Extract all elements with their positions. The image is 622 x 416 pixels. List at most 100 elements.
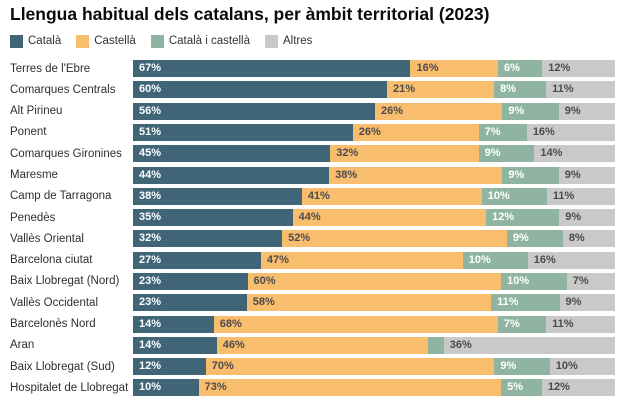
segment-value-label: 10% <box>487 189 510 202</box>
chart-row: Comarques Gironines 45% 32% 9% 14% <box>10 143 615 164</box>
bar-segment-altres: 11% <box>546 315 615 333</box>
legend-label: Català <box>28 35 62 48</box>
legend-item-català-i-castellà: Català i castellà <box>150 35 250 49</box>
segment-value-label: 9% <box>484 147 501 160</box>
bar-segment-castellà: 52% <box>282 230 507 248</box>
bar-segment-altres: 8% <box>562 230 615 248</box>
bar-segment-altres: 12% <box>542 60 615 78</box>
bar: 27% 47% 10% 16% <box>133 251 615 269</box>
segment-value-label: 10% <box>507 274 530 287</box>
chart-row: Baix Llobregat (Sud) 12% 70% 9% 10% <box>10 356 615 377</box>
chart-row: Hospitalet de Llobregat 10% 73% 5% 12% <box>10 377 615 398</box>
legend-swatch-altres <box>265 35 278 49</box>
segment-value-label: 23% <box>139 296 162 309</box>
bar-segment-català-i-castellà: 12% <box>486 209 560 227</box>
bar-segment-castellà: 44% <box>292 209 487 227</box>
legend-swatch-català-i-castellà <box>150 35 164 49</box>
segment-value-label: 12% <box>139 360 162 373</box>
bar-segment-català-i-castellà: 10% <box>501 272 567 290</box>
segment-value-label: 32% <box>139 232 162 245</box>
bar: 14% 68% 7% 11% <box>133 315 615 333</box>
category-label: Terres de l'Ebre <box>10 62 91 75</box>
stacked-bar-chart: Terres de l'Ebre 67% 16% 6% 12% Comarques Cen… <box>10 58 615 399</box>
segment-value-label: 38% <box>139 189 162 202</box>
bar-segment-castellà: 38% <box>329 166 503 184</box>
chart-row: Alt Pirineu 56% 26% 9% 9% <box>10 100 615 121</box>
segment-value-label: 67% <box>139 62 162 75</box>
bar-segment-català: 23% <box>133 272 248 290</box>
segment-value-label: 5% <box>507 381 524 394</box>
segment-value-label: 44% <box>298 211 321 224</box>
bar-segment-català: 10% <box>133 379 199 397</box>
segment-value-label: 46% <box>222 338 245 351</box>
segment-value-label: 6% <box>504 62 520 75</box>
bar-segment-català: 27% <box>133 251 261 269</box>
category-label: Baix Llobregat (Nord) <box>10 275 120 288</box>
bar-segment-altres: 16% <box>526 123 615 141</box>
segment-value-label: 7% <box>484 125 501 138</box>
bar-segment-català: 45% <box>133 145 331 163</box>
bar-segment-català-i-castellà <box>427 336 444 354</box>
bar-segment-català: 12% <box>133 358 206 376</box>
chart-row: Barcelonès Nord 14% 68% 7% 11% <box>10 313 615 334</box>
segment-value-label: 52% <box>288 232 311 245</box>
bar: 32% 52% 9% 8% <box>133 230 615 248</box>
segment-value-label: 41% <box>307 189 330 202</box>
bar-segment-castellà: 60% <box>247 272 502 290</box>
segment-value-label: 12% <box>548 62 571 75</box>
bar-segment-català-i-castellà: 7% <box>478 123 527 141</box>
chart-row: Camp de Tarragona 38% 41% 10% 11% <box>10 186 615 207</box>
legend-item-altres: Altres <box>265 35 312 49</box>
bar-segment-castellà: 26% <box>375 102 503 120</box>
category-label: Aran <box>10 339 35 352</box>
category-label: Alt Pirineu <box>10 105 63 118</box>
chart-row: Penedès 35% 44% 12% 9% <box>10 207 615 228</box>
segment-value-label: 44% <box>139 168 162 181</box>
segment-value-label: 11% <box>497 296 519 309</box>
segment-value-label: 9% <box>508 104 525 117</box>
legend-label: Català i castellà <box>168 35 250 48</box>
segment-value-label: 45% <box>139 147 162 160</box>
bar-segment-altres: 10% <box>549 358 615 376</box>
segment-value-label: 38% <box>335 168 358 181</box>
bar-segment-català-i-castellà: 9% <box>506 230 563 248</box>
category-label: Maresme <box>10 169 58 181</box>
bar: 10% 73% 5% 12% <box>133 379 615 397</box>
bar: 44% 38% 9% 9% <box>133 166 615 184</box>
segment-value-label: 7% <box>503 317 520 330</box>
segment-value-label: 27% <box>139 253 162 266</box>
bar: 12% 70% 9% 10% <box>133 358 615 376</box>
bar-segment-català: 60% <box>133 81 387 99</box>
bar-segment-català: 23% <box>133 294 247 312</box>
bar-segment-castellà: 21% <box>387 81 495 99</box>
bar-segment-altres: 9% <box>559 294 615 312</box>
bar-segment-català-i-castellà: 8% <box>494 81 547 99</box>
bar-segment-català: 67% <box>133 60 411 78</box>
segment-value-label: 9% <box>564 168 581 181</box>
segment-value-label: 10% <box>139 381 162 394</box>
bar-segment-català-i-castellà: 10% <box>462 251 528 269</box>
segment-value-label: 8% <box>500 83 517 96</box>
segment-value-label: 14% <box>139 317 162 330</box>
bar-segment-català: 44% <box>133 166 330 184</box>
segment-value-label: 21% <box>393 83 416 96</box>
segment-value-label: 16% <box>532 125 555 138</box>
segment-value-label: 14% <box>540 147 563 160</box>
bar-segment-castellà: 70% <box>205 358 495 376</box>
bar-segment-català: 35% <box>133 209 293 227</box>
bar-segment-castellà: 46% <box>216 336 428 354</box>
legend-item-castellà: Castellà <box>76 35 136 49</box>
legend-swatch-català <box>10 35 23 49</box>
category-label: Barcelonès Nord <box>10 318 96 331</box>
bar: 14% 46% 36% <box>133 336 615 354</box>
bar-segment-altres: 14% <box>534 145 615 163</box>
bar-segment-català: 38% <box>133 187 302 205</box>
bar-segment-català-i-castellà: 6% <box>498 60 543 78</box>
segment-value-label: 7% <box>572 274 589 287</box>
segment-value-label: 11% <box>552 317 574 330</box>
legend: Català Castellà Català i castellà Altres <box>10 35 615 49</box>
legend-item-català: Català <box>10 35 62 49</box>
segment-value-label: 9% <box>512 232 529 245</box>
segment-value-label: 58% <box>252 296 275 309</box>
